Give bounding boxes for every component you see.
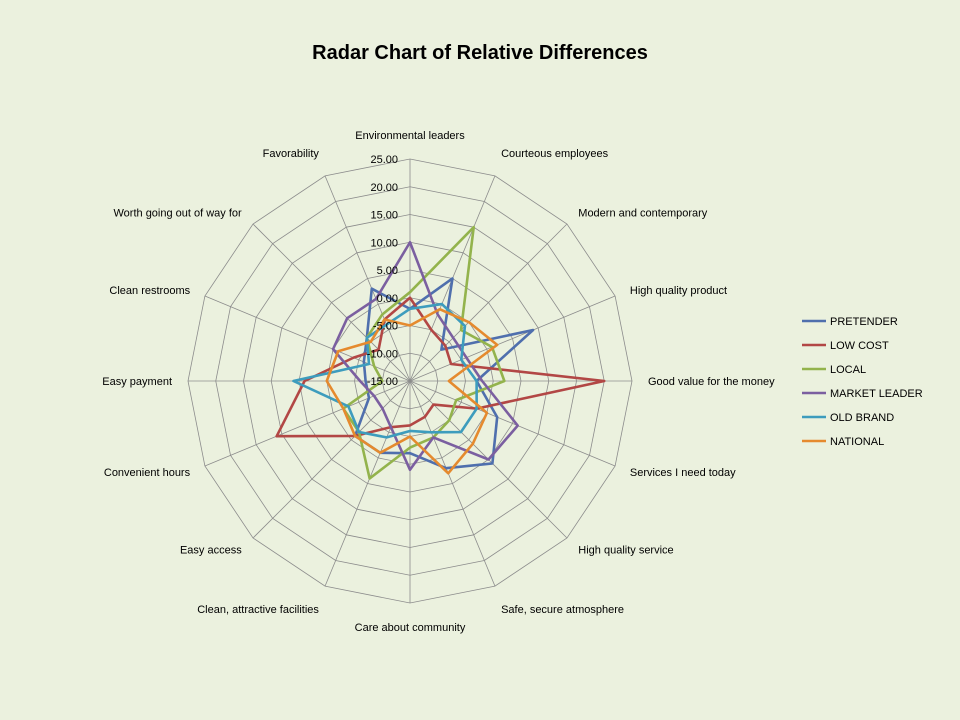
- legend-label: MARKET LEADER: [830, 388, 923, 400]
- series-line-low-cost: [275, 296, 606, 438]
- series-line-old-brand: [292, 302, 478, 439]
- tick-label: -5.00: [373, 321, 398, 333]
- category-label: Services I need today: [630, 467, 736, 479]
- tick-label: -10.00: [367, 348, 398, 360]
- legend-label: LOW COST: [830, 340, 889, 352]
- category-label: Courteous employees: [501, 148, 609, 160]
- series-line-local: [342, 225, 506, 480]
- radial-tick-labels: -15.00 -10.00 -5.00 0.00 5.00 10.00 15.00 20.00…: [367, 154, 398, 388]
- series-line-national: [325, 307, 499, 475]
- radar-grid: [187, 158, 633, 604]
- legend-label: LOCAL: [830, 364, 866, 376]
- category-label: Safe, secure atmosphere: [501, 604, 624, 616]
- category-label: Clean, attractive facilities: [197, 604, 319, 616]
- grid-spoke: [409, 380, 496, 587]
- category-label: Easy payment: [102, 376, 172, 388]
- grid-spoke: [324, 175, 411, 382]
- tick-label: 5.00: [377, 265, 398, 277]
- legend-label: NATIONAL: [830, 436, 884, 448]
- chart-title: Radar Chart of Relative Differences: [312, 42, 648, 64]
- grid-spoke: [204, 295, 411, 382]
- category-label: High quality service: [578, 544, 673, 556]
- tick-label: 25.00: [370, 154, 398, 166]
- category-label: Convenient hours: [104, 467, 191, 479]
- tick-label: 10.00: [370, 237, 398, 249]
- category-label: Clean restrooms: [109, 285, 190, 297]
- legend-label: OLD BRAND: [830, 412, 894, 424]
- legend-label: PRETENDER: [830, 316, 898, 328]
- category-label: Easy access: [180, 544, 242, 556]
- category-labels: Environmental leaders Courteous employees…: [102, 130, 775, 634]
- legend: PRETENDER LOW COST LOCAL MARKET LEADER OLD B…: [802, 316, 923, 448]
- grid-spoke: [409, 295, 616, 382]
- series-lines: [275, 225, 606, 480]
- category-label: Worth going out of way for: [114, 208, 243, 220]
- category-label: Favorability: [263, 148, 320, 160]
- grid-spoke: [204, 380, 411, 467]
- grid-spoke: [252, 223, 411, 382]
- grid-spoke: [252, 380, 411, 539]
- tick-label: -15.00: [367, 376, 398, 388]
- category-label: Environmental leaders: [355, 130, 465, 142]
- tick-label: 0.00: [377, 293, 398, 305]
- category-label: Modern and contemporary: [578, 208, 708, 220]
- grid-spoke: [409, 380, 616, 467]
- grid-spoke: [324, 380, 411, 587]
- category-label: High quality product: [630, 285, 727, 297]
- grid-spoke: [409, 223, 568, 382]
- tick-label: 20.00: [370, 182, 398, 194]
- category-label: Care about community: [355, 622, 466, 634]
- category-label: Good value for the money: [648, 376, 775, 388]
- tick-label: 15.00: [370, 210, 398, 222]
